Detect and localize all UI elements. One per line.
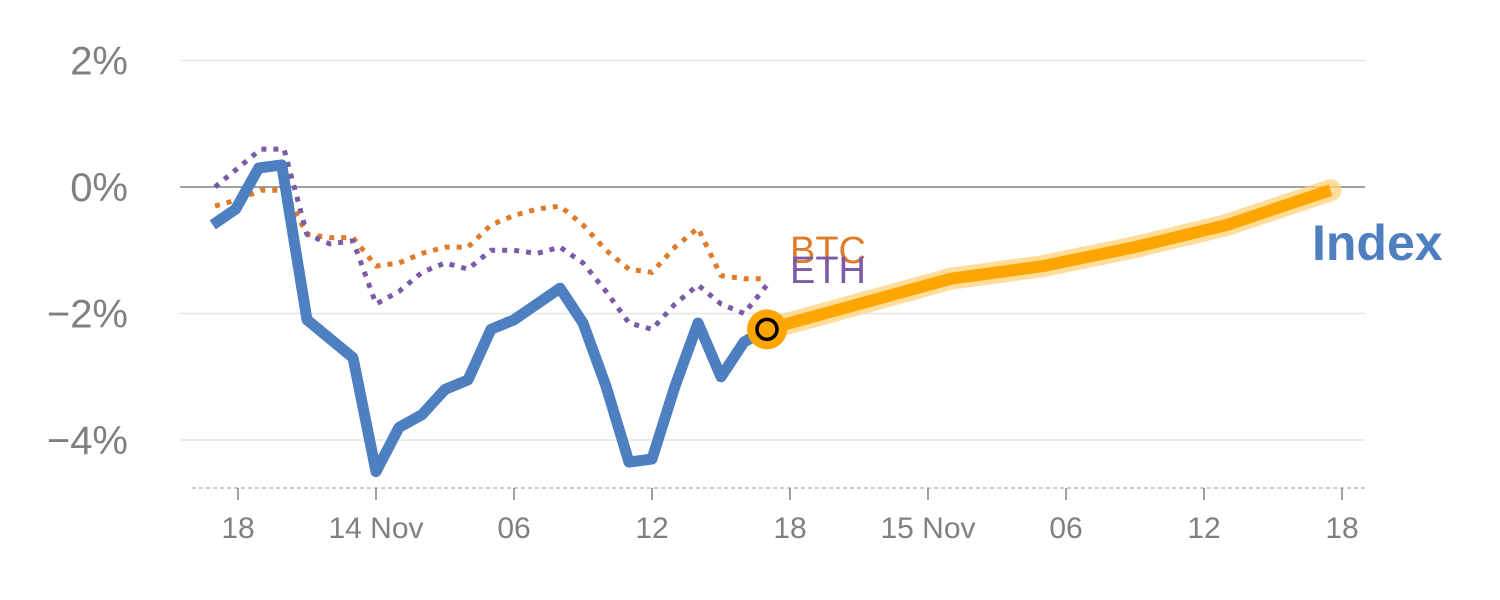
- series-lines: [209, 146, 1342, 478]
- x-tick-label: 18: [773, 512, 806, 545]
- x-tick-label: 18: [1325, 512, 1358, 545]
- y-axis-tick-labels: 2% 0% −2% −4%: [47, 40, 128, 464]
- eth-series-line: [213, 146, 769, 332]
- btc-series-label: BTC: [790, 230, 866, 272]
- x-tick-label: 12: [1187, 512, 1220, 545]
- y-tick-label: −2%: [47, 293, 128, 337]
- y-tick-label: 2%: [70, 40, 128, 84]
- x-tick-label: 06: [497, 512, 530, 545]
- x-axis: 18 14 Nov 06 12 18 15 Nov 06 12 18: [192, 487, 1365, 545]
- x-tick-label: 12: [635, 512, 668, 545]
- x-tick-label: 18: [221, 512, 254, 545]
- forecast-line: [765, 184, 1333, 336]
- y-tick-label: −4%: [47, 419, 128, 463]
- eth-series-label: ETH: [790, 250, 866, 292]
- marker-point: [755, 317, 779, 342]
- x-tick-label: 15 Nov: [880, 512, 975, 545]
- forecast-start-marker: [747, 309, 787, 350]
- x-tick-label: 14 Nov: [328, 512, 423, 545]
- y-tick-label: 0%: [70, 166, 128, 210]
- index-series-line: [209, 159, 770, 478]
- series-labels: BTC ETH Index: [790, 215, 1443, 292]
- index-series-label: Index: [1312, 215, 1443, 271]
- x-tick-label: 06: [1049, 512, 1082, 545]
